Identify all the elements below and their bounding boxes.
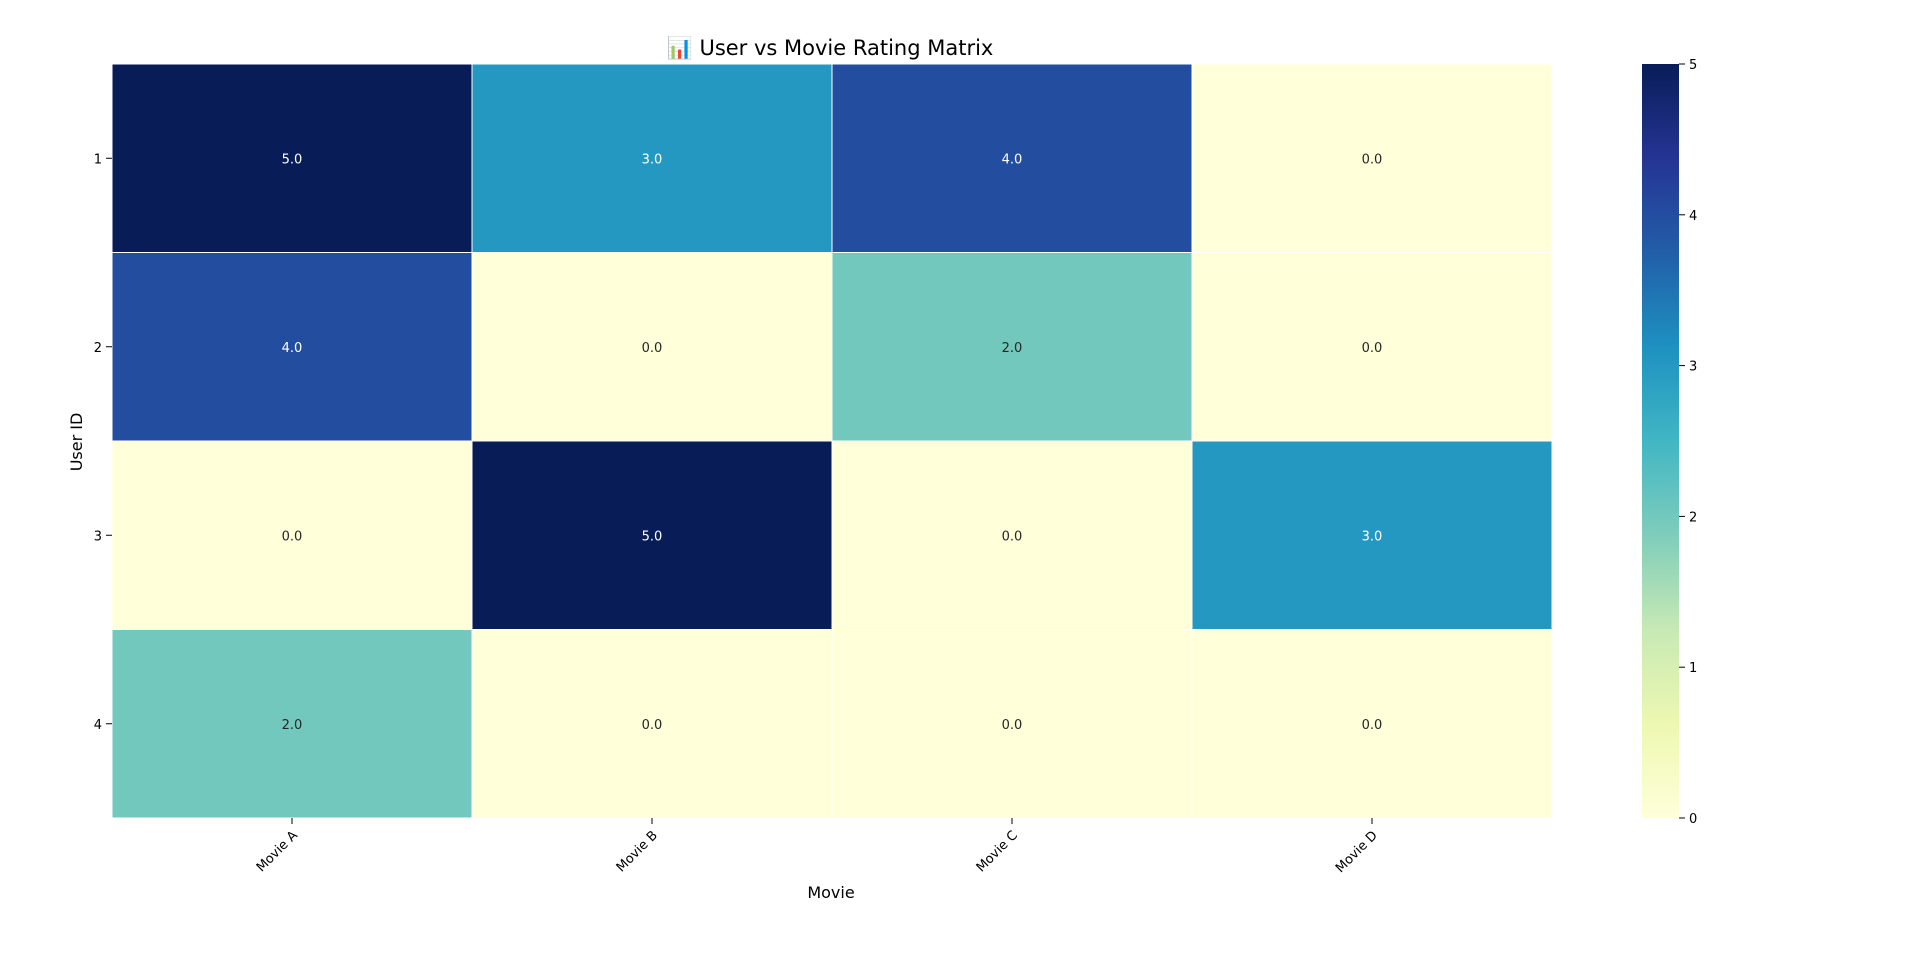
cell-value-label: 5.0: [282, 152, 303, 167]
x-tick-label: Movie C: [974, 828, 1021, 875]
cell-value-label: 0.0: [1362, 152, 1383, 167]
colorbar-tick-label: 3: [1689, 360, 1697, 375]
chart-title: 📊 User vs Movie Rating Matrix: [667, 35, 994, 60]
heatmap-cell-r4-c4: [1191, 629, 1553, 819]
colorbar: [1642, 64, 1679, 818]
heatmap-cell-r1-c4: [1191, 63, 1553, 253]
y-tick-label: 4: [94, 718, 102, 733]
colorbar-tick-label: 5: [1689, 58, 1697, 73]
colorbar-tick-label: 2: [1689, 510, 1697, 525]
cell-value-label: 0.0: [642, 718, 663, 733]
cell-value-label: 0.0: [1002, 718, 1023, 733]
cell-value-label: 0.0: [1362, 341, 1383, 356]
heatmap-cell-r4-c3: [831, 629, 1193, 819]
heatmap-cell-r2-c1: [111, 252, 473, 442]
cell-value-label: 2.0: [282, 718, 303, 733]
heatmap-cell-r2-c3: [831, 252, 1193, 442]
cell-value-label: 0.0: [1002, 529, 1023, 544]
y-axis-label: User ID: [67, 413, 86, 472]
heatmap-cell-r4-c1: [111, 629, 473, 819]
cell-value-label: 0.0: [642, 341, 663, 356]
heatmap-cell-r3-c4: [1191, 440, 1553, 630]
cell-value-label: 3.0: [642, 152, 663, 167]
y-tick-label: 1: [94, 152, 102, 167]
colorbar-tick-label: 1: [1689, 661, 1697, 676]
x-tick-label: Movie D: [1333, 828, 1381, 876]
heatmap-cell-r1-c1: [111, 63, 473, 253]
cell-value-label: 4.0: [1002, 152, 1023, 167]
colorbar-ticks: 0 1 2 3 4 5: [1679, 58, 1697, 827]
heatmap-cell-r2-c2: [471, 252, 833, 442]
cell-value-label: 4.0: [282, 341, 303, 356]
colorbar-tick-label: 0: [1689, 812, 1697, 827]
y-axis-ticks: 1 2 3 4: [94, 152, 112, 733]
heatmap-cell-r3-c2: [471, 440, 833, 630]
heatmap-cell-r1-c2: [471, 63, 833, 253]
x-tick-label: Movie B: [614, 828, 661, 875]
heatmap-cell-labels: 5.0 3.0 4.0 0.0 4.0 0.0 2.0 0.0 0.0 5.0 0.0 3.0 2.0 0…: [282, 152, 1383, 733]
heatmap-cell-r1-c3: [831, 63, 1193, 253]
x-axis-ticks: Movie A Movie B Movie C Movie D: [254, 818, 1381, 876]
y-tick-label: 3: [94, 529, 102, 544]
cell-value-label: 3.0: [1362, 529, 1383, 544]
heatmap-cell-r2-c4: [1191, 252, 1553, 442]
y-tick-label: 2: [94, 341, 102, 356]
cell-value-label: 5.0: [642, 529, 663, 544]
heatmap-cells: [111, 63, 1553, 819]
cell-value-label: 0.0: [282, 529, 303, 544]
colorbar-tick-label: 4: [1689, 209, 1697, 224]
x-axis-label: Movie: [807, 883, 854, 902]
heatmap-cell-r4-c2: [471, 629, 833, 819]
x-tick-label: Movie A: [254, 828, 301, 875]
cell-value-label: 2.0: [1002, 341, 1023, 356]
cell-value-label: 0.0: [1362, 718, 1383, 733]
